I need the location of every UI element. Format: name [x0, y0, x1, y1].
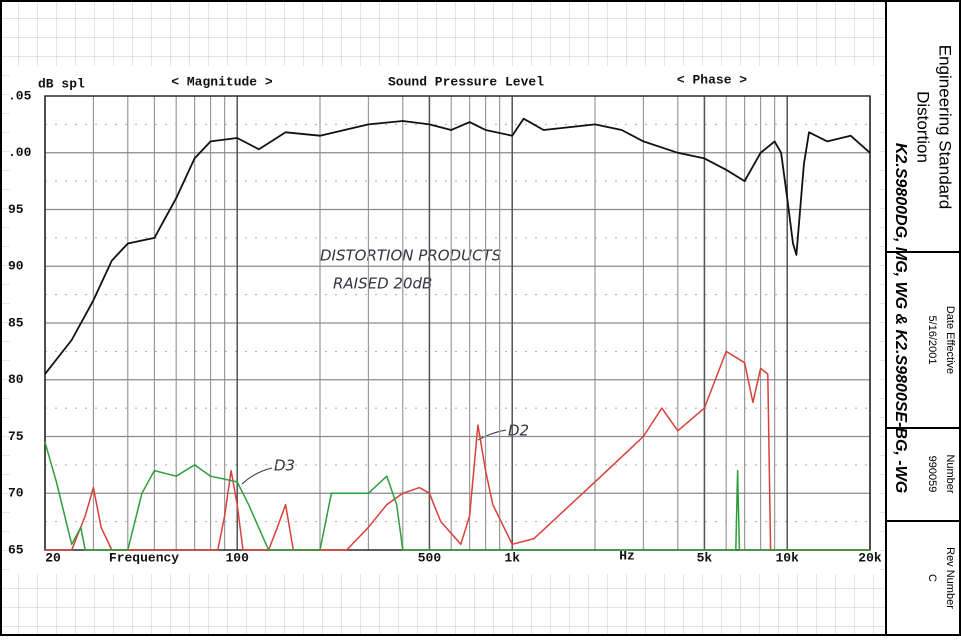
annotation-arrow [241, 467, 273, 485]
x-unit-label: Hz [619, 548, 635, 563]
doc-models: K2.S9800DG, MG, WG & K2.S9800SE-BG, -WG [892, 143, 909, 493]
y-axis-label: dB spl [38, 76, 85, 91]
x-tick-label: 20 [45, 550, 61, 565]
x-axis-label: Frequency [109, 550, 179, 565]
y-tick-label: 85 [8, 315, 24, 330]
field-value: 5/16/2001 [926, 316, 938, 365]
annotation: D3 [274, 457, 295, 475]
x-tick-label: 1k [504, 550, 520, 565]
y-tick-label: 70 [8, 486, 24, 501]
y-tick-label: 90 [8, 259, 24, 274]
annotation: DISTORTION PRODUCTS [320, 247, 502, 265]
header-label: Sound Pressure Level [388, 74, 544, 89]
y-tick-label: 65 [8, 542, 24, 557]
annotation: RAISED 20dB [333, 275, 432, 293]
y-tick-label: .00 [8, 145, 32, 160]
x-tick-label: 20k [858, 550, 882, 565]
field-value: C [926, 574, 938, 582]
annotation: D2 [508, 422, 529, 440]
title-block [885, 0, 961, 636]
series-line [44, 441, 870, 551]
header-label: < Magnitude > [171, 74, 273, 89]
header-label: < Phase > [677, 72, 747, 87]
y-tick-label: 75 [8, 429, 24, 444]
field-value: 990059 [926, 456, 938, 493]
field-label: Date Effective [944, 306, 956, 374]
field-label: Number [944, 454, 956, 493]
y-tick-label: 80 [8, 372, 24, 387]
series-line [44, 117, 871, 375]
doc-title: Engineering Standard [936, 45, 955, 209]
series-line [45, 350, 870, 551]
x-tick-label: 10k [776, 550, 800, 565]
y-tick-label: 95 [8, 202, 24, 217]
x-tick-label: 5k [697, 550, 713, 565]
x-tick-label: 100 [226, 550, 250, 565]
y-tick-label: .05 [8, 88, 32, 103]
doc-subject: Distortion [914, 91, 933, 163]
x-tick-label: 500 [418, 550, 442, 565]
field-label: Rev Number [944, 547, 956, 609]
